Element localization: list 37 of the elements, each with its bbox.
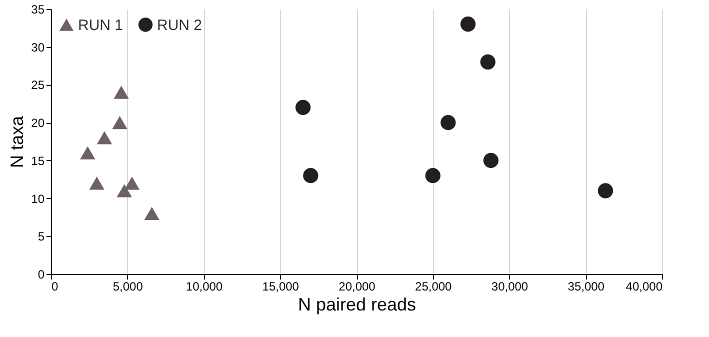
legend-label: RUN 1 [78, 16, 124, 34]
point [460, 16, 476, 32]
point [96, 131, 112, 144]
point [425, 168, 440, 184]
x-tick-label: 10,000 [186, 280, 223, 294]
legend-label: RUN 2 [157, 16, 202, 34]
x-tick-label: 35,000 [568, 280, 605, 294]
point [116, 184, 132, 198]
point [440, 115, 456, 130]
y-tick-label: 15 [31, 154, 45, 168]
point [80, 146, 96, 160]
point [480, 54, 496, 70]
y-tick-label: 10 [31, 192, 45, 206]
point [295, 100, 311, 115]
point [114, 86, 129, 99]
y-axis-title: N taxa [7, 115, 28, 168]
y-tick-label: 30 [31, 40, 45, 54]
point [144, 206, 160, 220]
point [124, 176, 140, 190]
x-tick-label: 15,000 [262, 280, 300, 294]
x-tick-label: 40,000 [626, 280, 663, 294]
point [112, 116, 128, 130]
y-tick-label: 0 [38, 268, 45, 282]
point [598, 183, 614, 198]
x-tick-label: 20,000 [338, 280, 376, 294]
point [483, 152, 499, 168]
x-tick-label: 0 [52, 280, 58, 294]
y-tick-label: 25 [31, 78, 45, 92]
x-tick-label: 25,000 [415, 280, 452, 294]
y-tick-label: 35 [31, 2, 45, 16]
y-tick-label: 5 [38, 230, 45, 244]
y-tick-label: 20 [31, 116, 45, 130]
x-axis-title: N paired reads [298, 294, 416, 314]
point [89, 176, 104, 190]
x-tick-label: 30,000 [491, 280, 528, 294]
x-tick-label: 5,000 [112, 280, 144, 294]
point [303, 168, 318, 184]
